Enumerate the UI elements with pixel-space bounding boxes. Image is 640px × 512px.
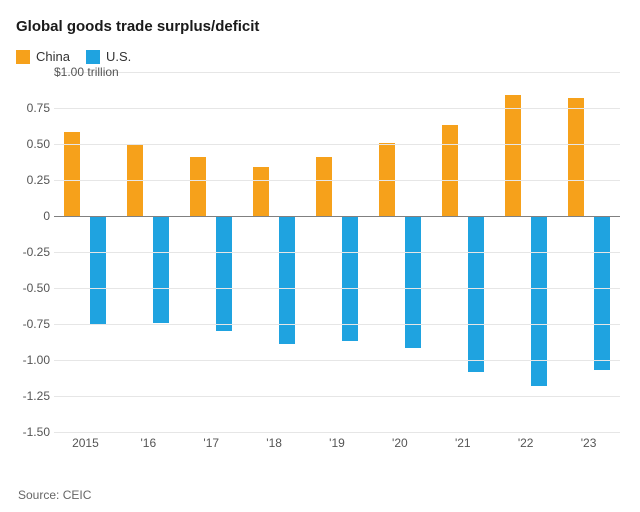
y-tick-label: -1.00 [20,353,50,367]
y-tick-label: -0.75 [20,317,50,331]
y-tick-label: -0.50 [20,281,50,295]
y-tick-label: -1.50 [20,425,50,439]
y-tick-label: $1.00 trillion [54,65,119,79]
legend-label-china: China [36,49,70,64]
x-tick-label: 2015 [72,436,99,450]
y-tick-label: -0.25 [20,245,50,259]
grid-line [54,144,620,145]
x-tick-label: '17 [203,436,219,450]
grid-line [54,396,620,397]
bar-us [153,216,169,323]
grid-line [54,108,620,109]
grid-line [54,72,620,73]
bar-us [468,216,484,372]
bar-china [505,95,521,216]
bar-us [90,216,106,325]
grid-line [54,324,620,325]
grid-line [54,360,620,361]
chart-container: Global goods trade surplus/deficit China… [0,0,640,512]
chart-title: Global goods trade surplus/deficit [16,18,628,35]
y-tick-label: 0.25 [20,173,50,187]
zero-line [54,216,620,217]
grid-line [54,288,620,289]
bar-us [594,216,610,370]
chart-source: Source: CEIC [18,488,91,502]
legend-item-china: China [16,49,70,64]
bar-china [316,157,332,216]
x-tick-label: '22 [518,436,534,450]
bar-us [405,216,421,348]
bar-china [253,167,269,216]
x-axis-labels: 2015 '16 '17 '18 '19 '20 '21 '22 '23 [54,434,620,452]
grid-line [54,252,620,253]
x-tick-label: '21 [455,436,471,450]
bar-us [216,216,232,331]
x-tick-label: '20 [392,436,408,450]
grid-line [54,180,620,181]
bar-china [190,157,206,216]
bar-china [442,125,458,216]
grid-line [54,432,620,433]
legend-label-us: U.S. [106,49,131,64]
x-tick-label: '18 [266,436,282,450]
y-tick-label: 0 [20,209,50,223]
legend-item-us: U.S. [86,49,131,64]
x-tick-label: '19 [329,436,345,450]
y-tick-label: 0.50 [20,137,50,151]
x-tick-label: '23 [581,436,597,450]
y-tick-label: 0.75 [20,101,50,115]
x-tick-label: '16 [141,436,157,450]
bar-us [342,216,358,341]
plot-wrap: 2015'16'17'18'19'20'21'22'23 $1.00 trill… [20,72,620,452]
legend: China U.S. [16,49,628,64]
legend-swatch-china [16,50,30,64]
legend-swatch-us [86,50,100,64]
y-tick-label: -1.25 [20,389,50,403]
bar-china [568,98,584,216]
